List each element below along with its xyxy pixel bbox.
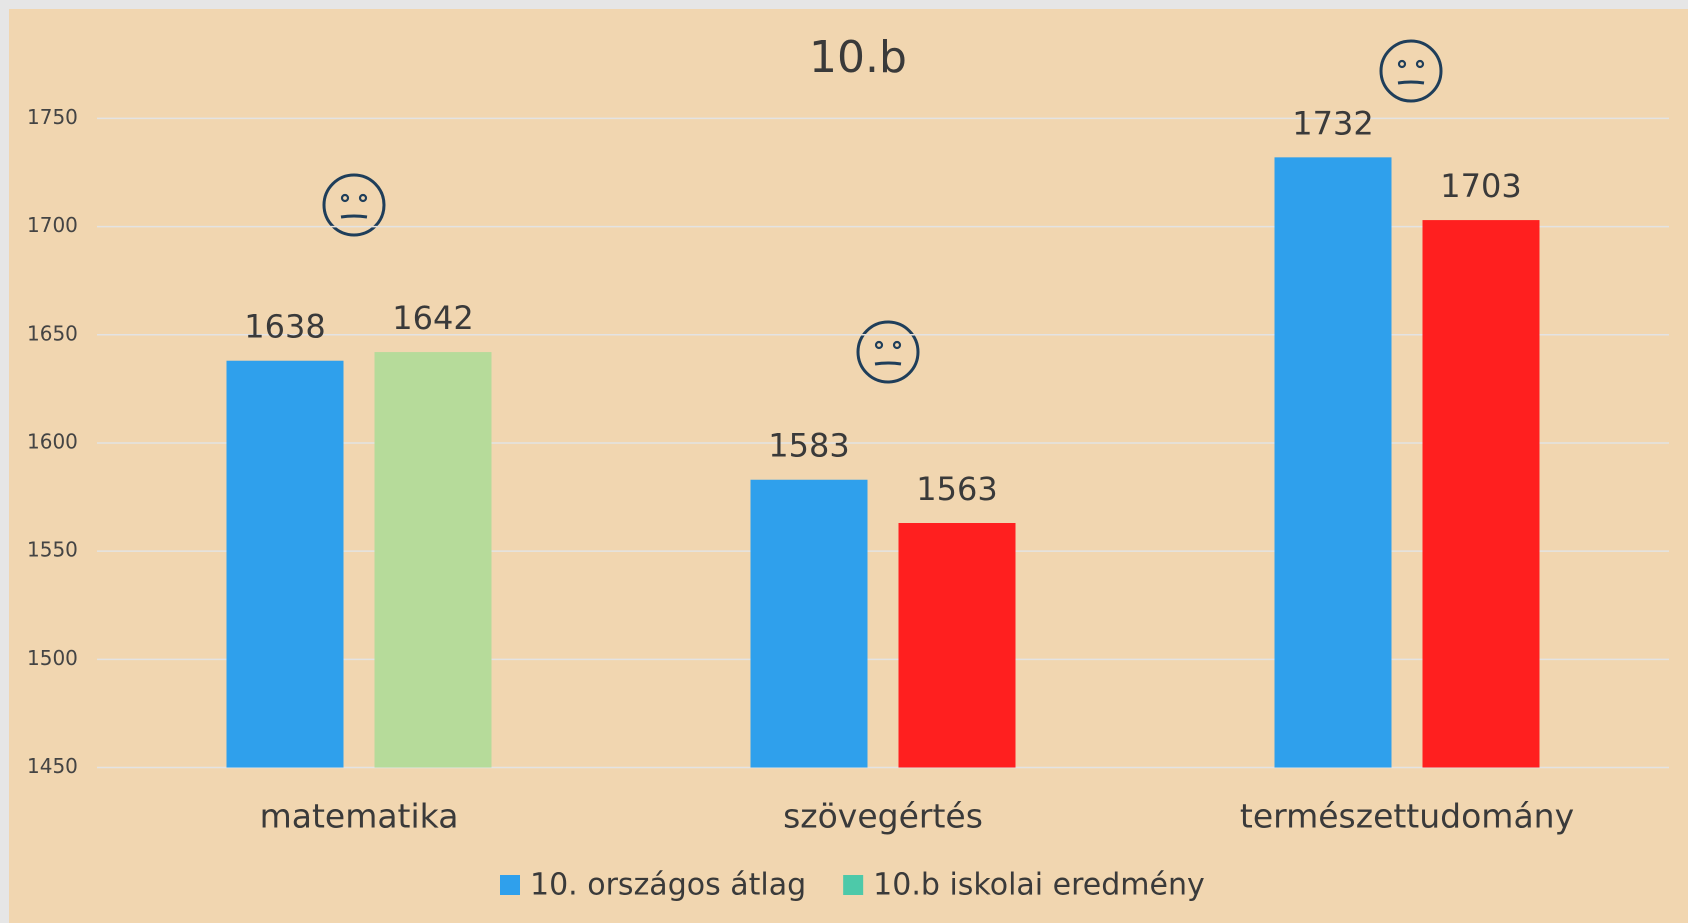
x-tick-label: matematika xyxy=(260,797,459,836)
legend-swatch xyxy=(843,875,864,895)
legend-swatch xyxy=(500,875,520,895)
y-tick-label: 1700 xyxy=(27,213,78,237)
data-label: 1638 xyxy=(244,308,325,346)
data-label: 1583 xyxy=(768,427,849,465)
bar xyxy=(1274,157,1392,768)
bar xyxy=(374,352,492,768)
y-tick-label: 1650 xyxy=(27,321,78,345)
chart-title: 10.b xyxy=(809,32,907,83)
x-tick-label: szövegértés xyxy=(783,797,983,836)
legend-label: 10.b iskolai eredmény xyxy=(873,868,1205,903)
legend-label: 10. országos átlag xyxy=(530,868,806,903)
y-tick-label: 1550 xyxy=(27,538,78,562)
x-tick-label: természettudomány xyxy=(1240,797,1574,836)
y-tick-label: 1750 xyxy=(27,105,78,129)
bar xyxy=(750,479,868,768)
y-tick-label: 1600 xyxy=(27,429,78,453)
smiley-icon xyxy=(856,320,920,384)
smiley-icon xyxy=(1379,39,1443,103)
data-label: 1703 xyxy=(1440,167,1521,205)
y-tick-label: 1450 xyxy=(27,754,78,778)
bar xyxy=(226,360,344,768)
bar xyxy=(1422,220,1540,768)
data-label: 1563 xyxy=(916,470,997,508)
data-label: 1642 xyxy=(392,299,473,337)
bar xyxy=(898,523,1016,768)
y-tick-label: 1500 xyxy=(27,646,78,670)
data-label: 1732 xyxy=(1292,104,1373,142)
smiley-icon xyxy=(322,173,386,237)
